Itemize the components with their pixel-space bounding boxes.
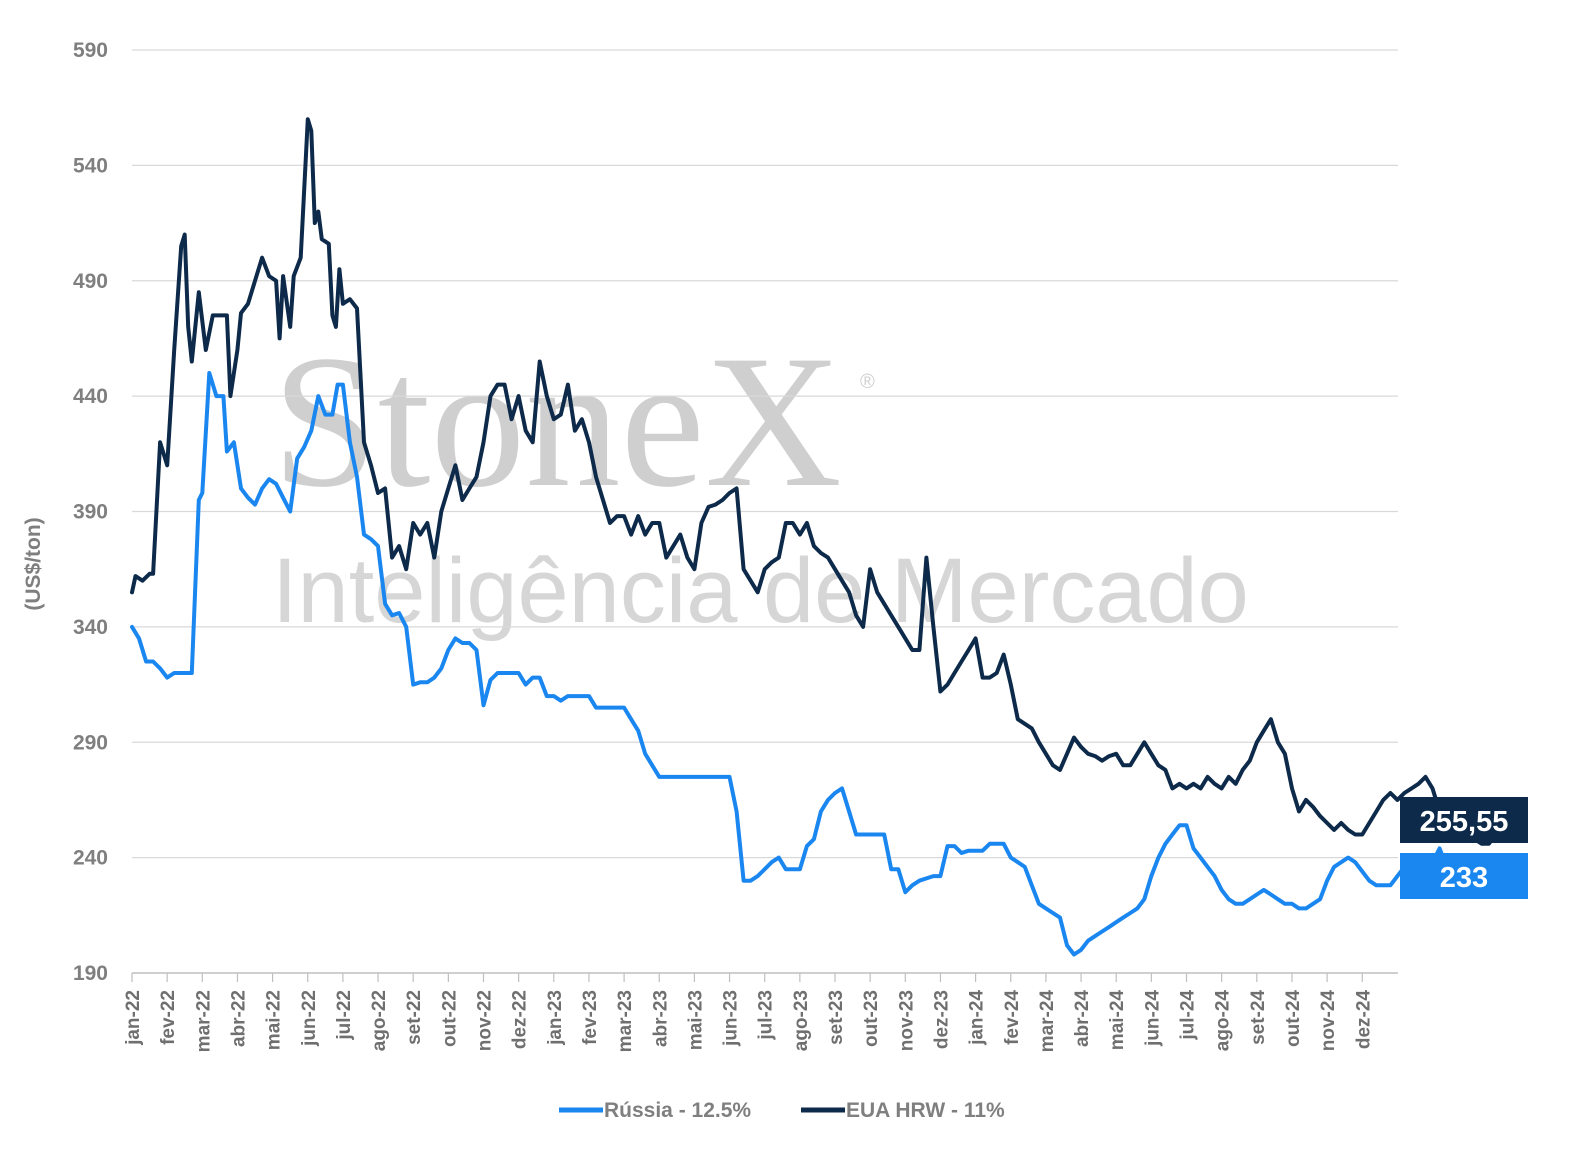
x-tick-label: jun-24: [1142, 990, 1163, 1047]
x-tick-label: jul-24: [1178, 990, 1199, 1041]
watermark-brand: StoneX: [272, 317, 842, 527]
y-tick-label: 390: [73, 501, 108, 524]
series-line-eua-hrw: [130, 117, 1523, 846]
badge-russia-value: 233: [1440, 862, 1488, 894]
x-tick-label: jun-23: [721, 990, 742, 1047]
y-tick-label: 340: [73, 616, 108, 639]
x-tick-label: jan-22: [123, 990, 144, 1046]
watermark: StoneX ® Inteligência de Mercado: [272, 317, 1249, 642]
y-tick-label: 490: [73, 270, 108, 293]
y-axis-label: (US$/ton): [22, 517, 45, 610]
y-tick-label: 440: [73, 385, 108, 408]
watermark-registered-mark: ®: [860, 371, 875, 393]
legend: Rússia - 12.5% EUA HRW - 11%: [559, 1099, 1005, 1122]
x-tick-label: out-22: [439, 990, 460, 1047]
x-tick-label: mai-22: [264, 990, 285, 1050]
x-tick-label: dez-23: [931, 990, 952, 1049]
x-tick-label: out-23: [861, 990, 882, 1047]
x-tick-label: jun-22: [299, 990, 320, 1047]
x-tick-label: fev-24: [1002, 990, 1023, 1045]
x-tick-label: set-23: [826, 990, 847, 1045]
x-tick-label: set-22: [404, 990, 425, 1045]
x-tick-label: jan-24: [967, 990, 988, 1046]
x-tick-label: set-24: [1248, 990, 1269, 1045]
x-tick-label: abr-23: [650, 990, 671, 1047]
x-tick-label: nov-22: [475, 990, 496, 1051]
x-tick-label: nov-23: [896, 990, 917, 1051]
x-tick-label: jul-22: [334, 990, 355, 1041]
x-tick-label: mar-23: [615, 990, 636, 1052]
x-tick-label: nov-24: [1318, 990, 1339, 1052]
y-axis-ticks: 190 240 290 340 390 440 490 540 590: [73, 39, 108, 985]
last-value-badges: 255,55 233: [1400, 797, 1528, 899]
badge-russia-box: [1400, 853, 1528, 899]
x-tick-label: mar-24: [1037, 990, 1058, 1053]
x-tick-label: mai-23: [685, 990, 706, 1050]
x-tick-label: ago-22: [369, 990, 390, 1051]
x-tick-label: abr-22: [228, 990, 249, 1047]
x-tick-label: mai-24: [1107, 990, 1128, 1051]
legend-eua-hrw-label: EUA HRW - 11%: [846, 1099, 1005, 1122]
y-tick-label: 190: [73, 962, 108, 985]
x-tick-label: dez-22: [510, 990, 531, 1049]
x-tick-label: jul-23: [756, 990, 777, 1041]
y-tick-label: 540: [73, 154, 108, 177]
x-tick-label: fev-22: [158, 990, 179, 1045]
badge-eua-hrw-value: 255,55: [1420, 806, 1509, 838]
x-tick-label: ago-24: [1213, 990, 1234, 1052]
badge-eua-hrw-box: [1400, 797, 1528, 843]
x-tick-label: jan-23: [545, 990, 566, 1046]
x-tick-label: mar-22: [193, 990, 214, 1052]
y-tick-label: 590: [73, 39, 108, 62]
x-tick-label: fev-23: [580, 990, 601, 1045]
x-tick-label: dez-24: [1353, 990, 1374, 1050]
x-tick-label: out-24: [1283, 990, 1304, 1047]
legend-russia-label: Rússia - 12.5%: [604, 1099, 751, 1122]
series-lines: [130, 117, 1523, 957]
y-tick-label: 240: [73, 847, 108, 870]
x-axis: jan-22 fev-22 mar-22 abr-22 mai-22 jun-22 jul-…: [123, 972, 1398, 1053]
x-tick-label: ago-23: [791, 990, 812, 1051]
x-tick-label: abr-24: [1072, 990, 1093, 1047]
y-tick-label: 290: [73, 731, 108, 754]
series-line-russia: [130, 371, 1468, 957]
